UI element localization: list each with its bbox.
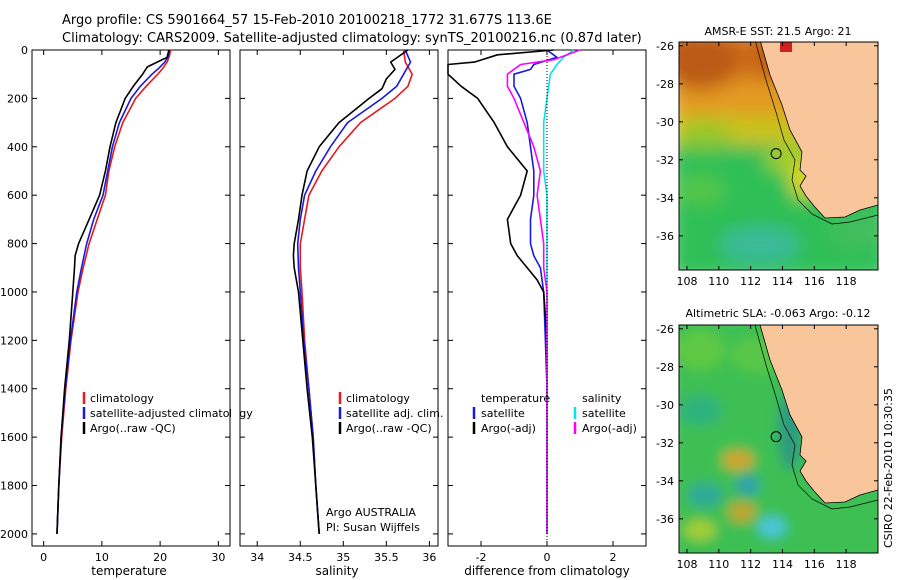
lon-tick-label: 108 <box>676 558 697 571</box>
sla-land <box>759 325 878 504</box>
sst-map <box>679 42 878 270</box>
lat-tick-label: -28 <box>656 78 674 91</box>
depth-tick-label: 600 <box>7 189 28 202</box>
legend-label-temp-satellite: satellite <box>481 407 525 420</box>
x-tick-label: 35.5 <box>374 551 399 564</box>
sla-isobath <box>754 325 878 510</box>
lon-tick-label: 114 <box>772 558 793 571</box>
depth-tick-label: 400 <box>7 141 28 154</box>
lat-tick-label: -26 <box>656 323 674 336</box>
legend-label-sal-satellite: satellite <box>582 407 626 420</box>
x-tick-label: 35 <box>336 551 350 564</box>
legend-label-sal-argo: Argo(-adj) <box>582 422 637 435</box>
sla-map <box>679 325 878 553</box>
lat-tick-label: -32 <box>656 437 674 450</box>
lat-tick-label: -30 <box>656 116 674 129</box>
sla-float-marker <box>770 431 782 443</box>
sst-float-marker <box>770 148 782 160</box>
lon-tick-label: 112 <box>740 558 761 571</box>
sla-axes: 108 110 112 114 116 118 -26 -28 -30 -32 -34 -36 <box>656 323 878 571</box>
depth-tick-label: 2000 <box>0 528 28 541</box>
sst-hot-patch <box>780 42 792 52</box>
sst-map-title: AMSR-E SST: 21.5 Argo: 21 <box>704 25 851 38</box>
x-tick-label: 36 <box>422 551 436 564</box>
depth-tick-label: 1200 <box>0 334 28 347</box>
sst-isobath <box>755 42 878 225</box>
salinity-panel: 34 34.5 35 35.5 36 <box>240 49 438 564</box>
depth-tick-label: 200 <box>7 92 28 105</box>
depth-tick-label: 800 <box>7 238 28 251</box>
depth-tick-label: 0 <box>21 44 28 57</box>
x-tick-label: 10 <box>95 551 109 564</box>
program-annotation: Argo AUSTRALIA <box>326 506 416 519</box>
lat-tick-label: -36 <box>656 513 674 526</box>
legend-heading-salinity: salinity <box>582 392 622 405</box>
legend-label-temp-argo: Argo(-adj) <box>481 422 536 435</box>
depth-tick-label: 1800 <box>0 480 28 493</box>
legend-heading-temperature: temperature <box>481 392 550 405</box>
lon-tick-label: 110 <box>708 558 729 571</box>
difference-axis-label: difference from climatology <box>464 564 630 578</box>
lat-tick-label: -36 <box>656 230 674 243</box>
legend-label-argo: Argo(..raw -QC) <box>90 422 176 435</box>
salinity-panel-frame <box>239 49 439 547</box>
series-line <box>296 49 412 534</box>
depth-tick-label: 1600 <box>0 431 28 444</box>
lat-tick-label: -34 <box>656 192 674 205</box>
depth-tick-label: 1000 <box>0 286 28 299</box>
lat-tick-label: -28 <box>656 361 674 374</box>
depth-axis: 0 200 400 600 800 1000 1200 1400 1600 1800 2000 <box>0 44 28 541</box>
temperature-panel: 0 10 20 30 <box>32 49 230 564</box>
legend-overflow-mask <box>231 395 239 435</box>
lon-tick-label: 114 <box>772 275 793 288</box>
x-tick-label: 2 <box>610 551 617 564</box>
x-tick-label: 30 <box>211 551 225 564</box>
legend-label-climatology: climatology <box>346 392 410 405</box>
lon-tick-label: 112 <box>740 275 761 288</box>
series-line <box>56 49 170 534</box>
series-line <box>292 49 409 534</box>
sst-map-frame <box>678 41 879 271</box>
lon-tick-label: 108 <box>676 275 697 288</box>
legend-label-satellite: satellite adj. clim. <box>346 407 443 420</box>
footer-stamp: CSIRO 22-Feb-2010 10:30:35 <box>882 388 895 548</box>
lat-tick-label: -30 <box>656 399 674 412</box>
temperature-axis-label: temperature <box>91 564 166 578</box>
sla-map-frame <box>678 324 879 554</box>
sst-axes: 108 110 112 114 116 118 -26 -28 -30 -32 -34 -36 <box>656 40 878 288</box>
salinity-legend: climatology satellite adj. clim. Argo(..… <box>338 392 443 435</box>
x-tick-label: 34.5 <box>288 551 313 564</box>
temperature-legend: climatology satellite-adjusted climatolo… <box>82 392 253 435</box>
x-tick-label: 34 <box>250 551 264 564</box>
legend-label-climatology: climatology <box>90 392 154 405</box>
figure-subtitle: Climatology: CARS2009. Satellite-adjuste… <box>62 31 642 46</box>
salinity-axis-label: salinity <box>315 564 358 578</box>
x-tick-label: 0 <box>40 551 47 564</box>
legend-label-satellite: satellite-adjusted climatology <box>90 407 253 420</box>
series-line <box>513 49 558 534</box>
lon-tick-label: 110 <box>708 275 729 288</box>
difference-legend: temperature satellite Argo(-adj) salinit… <box>472 392 637 435</box>
x-tick-label: 0 <box>544 551 551 564</box>
lon-tick-label: 118 <box>836 275 857 288</box>
sst-land <box>760 42 878 219</box>
temperature-panel-frame <box>31 49 231 547</box>
lon-tick-label: 118 <box>836 558 857 571</box>
lat-tick-label: -34 <box>656 475 674 488</box>
lon-tick-label: 116 <box>804 275 825 288</box>
figure-title: Argo profile: CS 5901664_57 15-Feb-2010 … <box>62 13 552 28</box>
lat-tick-label: -26 <box>656 40 674 53</box>
legend-label-argo: Argo(..raw -QC) <box>346 422 432 435</box>
x-tick-label: -2 <box>476 551 487 564</box>
depth-tick-label: 1400 <box>0 383 28 396</box>
series-line <box>447 49 554 534</box>
lat-tick-label: -32 <box>656 154 674 167</box>
x-tick-label: 20 <box>153 551 167 564</box>
lon-tick-label: 116 <box>804 558 825 571</box>
sla-map-title: Altimetric SLA: -0.063 Argo: -0.12 <box>686 307 871 320</box>
pi-annotation: PI: Susan Wijffels <box>326 521 420 534</box>
